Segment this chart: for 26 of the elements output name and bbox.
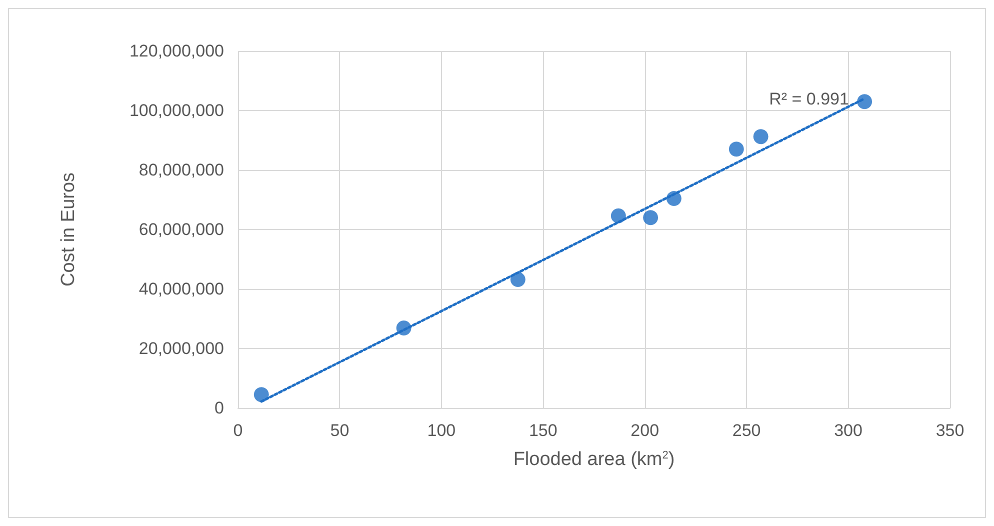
point bbox=[610, 208, 626, 224]
x-tick-label: 250 bbox=[732, 421, 761, 440]
point bbox=[728, 142, 744, 157]
y-tick-label: 60,000,000 bbox=[138, 220, 224, 239]
y-tick-label: 100,000,000 bbox=[129, 101, 224, 120]
x-tick-label: 100 bbox=[427, 421, 456, 440]
point bbox=[643, 210, 658, 226]
y-axis-title: Cost in Euros bbox=[58, 172, 79, 287]
x-tick-label: 0 bbox=[233, 421, 243, 440]
point bbox=[396, 320, 412, 336]
y-tick-label: 20,000,000 bbox=[138, 339, 224, 358]
y-tick-label: 80,000,000 bbox=[138, 160, 224, 180]
annotation: R² = 0.991 bbox=[769, 90, 849, 108]
point bbox=[753, 129, 768, 144]
y-tick-label: 0 bbox=[214, 398, 224, 418]
point bbox=[857, 94, 872, 110]
x-tick-label: 150 bbox=[528, 421, 558, 440]
point bbox=[666, 191, 682, 206]
x-tick-label: 200 bbox=[630, 421, 660, 440]
x-tick-label: 300 bbox=[834, 421, 862, 440]
point bbox=[254, 387, 269, 402]
y-tick-label: 120,000,000 bbox=[129, 42, 224, 60]
x-tick-label: 50 bbox=[330, 421, 350, 440]
point bbox=[510, 272, 526, 287]
x-tick-label: 350 bbox=[936, 421, 964, 440]
y-tick-label: 40,000,000 bbox=[138, 280, 224, 298]
